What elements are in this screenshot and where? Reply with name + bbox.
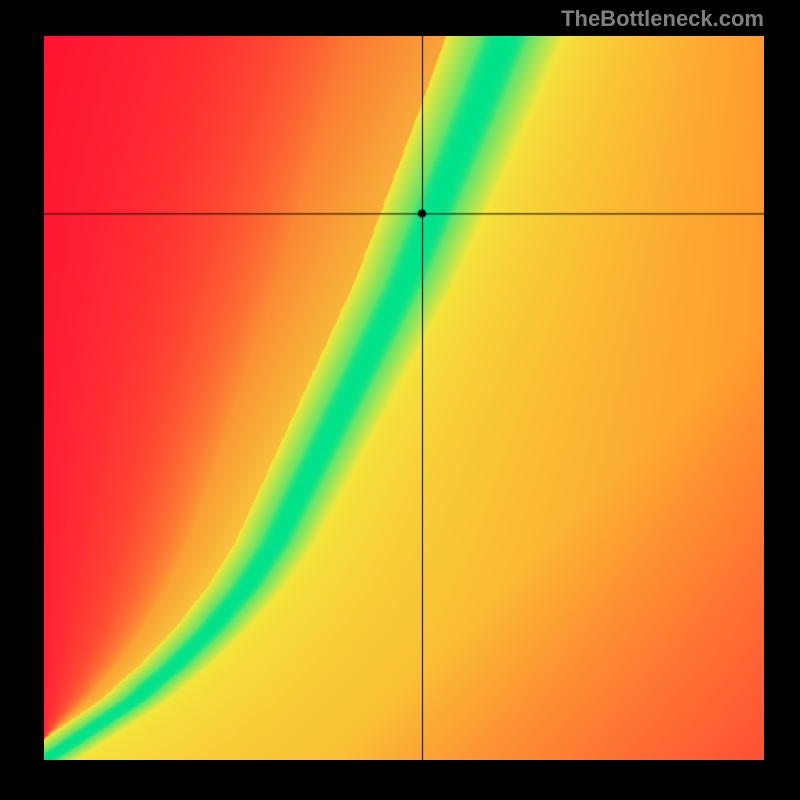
watermark-text: TheBottleneck.com bbox=[561, 6, 764, 32]
chart-container: TheBottleneck.com bbox=[0, 0, 800, 800]
heatmap-plot-area bbox=[44, 36, 764, 760]
crosshair-overlay bbox=[44, 36, 764, 760]
